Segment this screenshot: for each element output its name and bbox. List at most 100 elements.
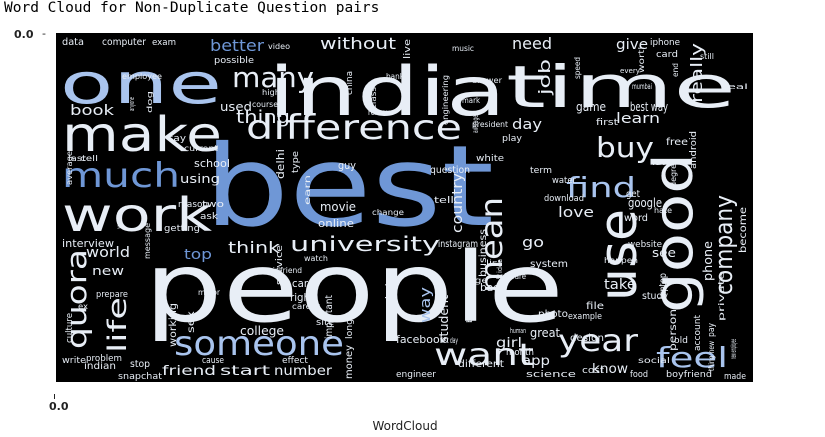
word: movie xyxy=(320,200,356,214)
word: stop xyxy=(130,359,150,370)
word: worth xyxy=(637,43,646,73)
word: law xyxy=(652,158,671,167)
word: start xyxy=(220,364,270,379)
word: world xyxy=(86,245,130,261)
word: want xyxy=(434,338,534,373)
word: say xyxy=(168,134,187,144)
word: music xyxy=(452,44,474,53)
word: culture xyxy=(65,313,75,343)
word: download xyxy=(544,194,584,204)
word: bad xyxy=(480,281,500,294)
word: earn xyxy=(303,175,312,205)
word: average xyxy=(471,115,480,133)
word: business xyxy=(478,229,489,277)
word: question xyxy=(430,165,470,176)
word: thing xyxy=(236,107,290,128)
word: change xyxy=(372,208,404,217)
word: age xyxy=(468,276,488,285)
word: snapchat xyxy=(118,372,162,382)
word: software xyxy=(496,272,526,281)
word: guy xyxy=(338,159,356,172)
word: school xyxy=(194,157,230,170)
word: mean xyxy=(475,197,510,293)
word: course xyxy=(252,100,278,109)
word: study xyxy=(642,291,668,302)
x-tick-label: 0.0 xyxy=(49,400,69,413)
word: happen xyxy=(604,256,638,265)
word: buy xyxy=(596,131,654,164)
word: become xyxy=(738,207,749,253)
word: facebook xyxy=(396,333,447,346)
word: two xyxy=(202,200,225,210)
word: life xyxy=(103,297,133,353)
word: list xyxy=(486,259,502,267)
word: delhi xyxy=(274,149,287,179)
word: really xyxy=(687,43,706,103)
word: computer xyxy=(102,37,147,48)
word: quora xyxy=(60,249,93,349)
word: student xyxy=(437,295,451,343)
word: make xyxy=(62,107,222,163)
x-axis-label: WordCloud xyxy=(372,419,438,433)
word: ask xyxy=(200,212,219,222)
word: file xyxy=(586,301,604,312)
word: best way xyxy=(630,100,668,114)
word: tell xyxy=(434,196,454,206)
word: answer xyxy=(472,76,503,85)
word: year xyxy=(558,324,639,359)
word: service xyxy=(275,244,285,285)
word: pay xyxy=(707,322,717,337)
word: university xyxy=(290,232,440,256)
word: message xyxy=(143,223,152,259)
word: ex xyxy=(78,302,88,311)
word: long xyxy=(345,319,355,339)
word: design xyxy=(570,333,604,344)
word: phone xyxy=(701,241,715,281)
word: anyone xyxy=(128,97,136,111)
word: online xyxy=(318,217,354,230)
word: without xyxy=(320,34,396,53)
word: many xyxy=(232,61,314,94)
word: card xyxy=(656,50,678,60)
word: working xyxy=(168,303,179,347)
word: first day xyxy=(440,336,458,345)
word: used xyxy=(220,100,252,114)
word: see xyxy=(652,246,676,260)
word: data xyxy=(62,37,84,48)
word: website xyxy=(628,240,662,250)
word: india xyxy=(268,53,506,132)
word: cause xyxy=(202,356,224,366)
word: account xyxy=(693,315,703,351)
word: car xyxy=(292,277,308,290)
word: get xyxy=(626,189,640,200)
word: one xyxy=(60,52,222,117)
y-tick-mark: - xyxy=(42,27,46,40)
word: major xyxy=(198,288,221,297)
word: android xyxy=(689,131,699,169)
word: reason xyxy=(178,200,208,210)
word: class xyxy=(369,87,378,109)
word: girl xyxy=(496,336,522,351)
word: employee xyxy=(122,72,162,81)
word: use xyxy=(589,209,649,301)
word: term xyxy=(530,166,552,176)
word: app xyxy=(522,354,550,369)
word: take xyxy=(604,277,636,293)
word: president xyxy=(472,120,508,129)
word: china xyxy=(345,71,355,95)
word: write xyxy=(62,356,86,366)
word: interview xyxy=(62,237,114,250)
word: cost xyxy=(582,366,605,376)
word: system xyxy=(530,259,568,270)
word: better xyxy=(210,36,264,55)
word: cell xyxy=(80,154,98,163)
word: exam xyxy=(152,38,176,48)
word: give xyxy=(616,37,648,53)
word: go xyxy=(522,235,544,251)
word: speed xyxy=(573,57,582,79)
word: mumbai xyxy=(632,82,652,91)
word: girlfriend xyxy=(268,266,302,275)
word: learn xyxy=(616,111,660,127)
word: private xyxy=(717,271,726,321)
word: effect xyxy=(282,356,308,366)
